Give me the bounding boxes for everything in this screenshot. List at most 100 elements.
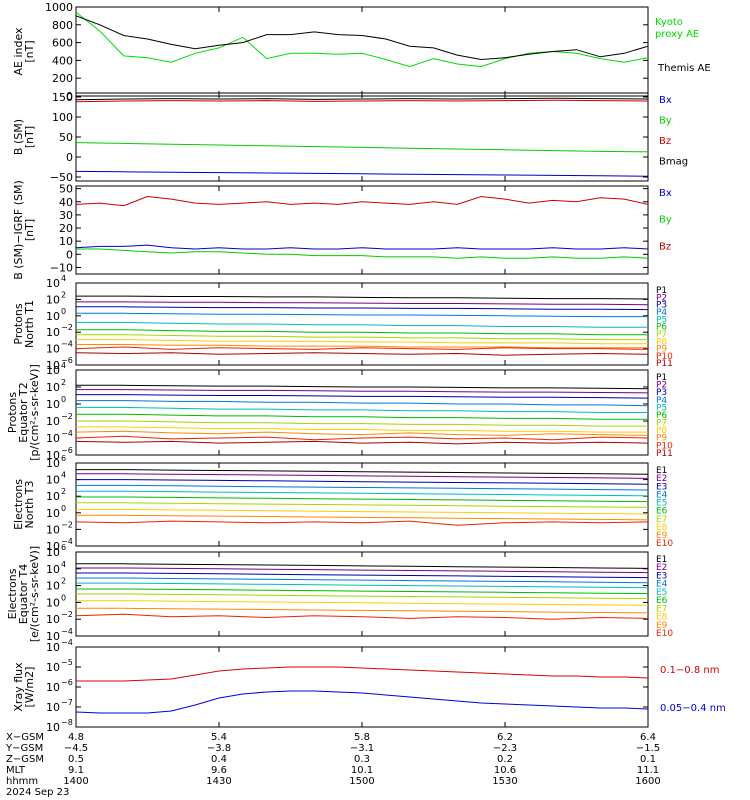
legend-label: E5	[656, 499, 667, 509]
legend-label: Bz	[659, 136, 671, 147]
legend-label: Kyoto	[655, 17, 683, 28]
ylabel-line: Electrons	[6, 568, 19, 619]
xaxis-value: 1400	[63, 776, 89, 787]
ylabel-line: Protons	[12, 303, 25, 344]
xaxis-value: 0.5	[68, 754, 84, 765]
legend-label: E2	[656, 563, 667, 573]
series-line-bmag	[76, 97, 648, 101]
ytick-exponent: 0	[61, 593, 66, 602]
xaxis-value: 6.2	[497, 732, 513, 743]
ylabel-line: North T1	[23, 300, 36, 348]
ytick-label: 20	[59, 222, 73, 235]
ytick-label: 10	[46, 630, 60, 643]
xaxis-value: 1600	[635, 776, 661, 787]
series-line-p3	[76, 394, 648, 399]
series-line-p11	[76, 352, 648, 356]
ytick-label: 10	[46, 343, 60, 356]
ytick-exponent: 2	[61, 290, 66, 299]
legend-label: P9	[656, 434, 667, 444]
legend-label: P8	[656, 426, 667, 436]
ytick-label: 10	[46, 721, 60, 734]
ytick-label: 10	[46, 359, 60, 372]
legend-label: Bx	[659, 95, 672, 106]
legend-label: E7	[656, 515, 667, 525]
plot-frame	[75, 92, 649, 182]
ylabel-line: [nT]	[23, 40, 36, 62]
series-line-0-1-0-8-nm	[76, 666, 648, 682]
ytick-label: 10	[46, 641, 60, 654]
legend-label: E10	[656, 539, 673, 549]
series-line-p4	[76, 312, 648, 318]
legend-label: Bmag	[659, 156, 688, 167]
ytick-exponent: 6	[61, 543, 66, 552]
series-line-p8	[76, 426, 648, 433]
series-line-e8	[76, 509, 648, 515]
series-line-p10	[76, 435, 648, 441]
series-line-e4	[76, 577, 648, 584]
series-line-e9	[76, 514, 648, 521]
ytick-label: 50	[59, 183, 73, 196]
ytick-exponent: −4	[61, 537, 73, 546]
xaxis-row-label: hhmm	[6, 776, 39, 787]
ytick-exponent: −6	[61, 678, 73, 687]
legend-label: E7	[656, 604, 667, 614]
legend-label: Themis AE	[657, 63, 711, 74]
legend-label: P4	[656, 396, 667, 406]
legend-label: E6	[656, 596, 668, 606]
ytick-exponent: 2	[61, 378, 66, 387]
ytick-exponent: 0	[61, 307, 66, 316]
series-line-p3	[76, 306, 648, 311]
legend-label: P2	[656, 381, 667, 391]
legend-label: E5	[656, 588, 667, 598]
date-label: 2024 Sep 23	[6, 787, 70, 798]
legend-label: E4	[656, 490, 668, 500]
xaxis-value: −1.5	[635, 743, 661, 754]
ylabel-line: B (SM)	[12, 119, 25, 155]
series-line-p1	[76, 295, 648, 300]
xaxis-value: 9.1	[68, 765, 84, 776]
series-line-e2	[76, 473, 648, 479]
series-line-themis-ae	[76, 15, 648, 61]
ytick-label: 10	[46, 546, 60, 559]
series-line-e4	[76, 484, 648, 491]
legend-label: E8	[656, 613, 668, 623]
series-line-p2	[76, 389, 648, 394]
xaxis-row-label: Z−GSM	[6, 754, 44, 765]
ylabel-line: Equator T4	[17, 564, 30, 624]
series-line-p10	[76, 346, 648, 350]
ytick-label: 10	[46, 326, 60, 339]
legend-label: By	[659, 215, 672, 226]
legend-label: E9	[656, 621, 668, 631]
ytick-exponent: −2	[61, 412, 73, 421]
series-line-e5	[76, 582, 648, 589]
legend-label: 0.05−0.4 nm	[660, 703, 726, 714]
legend-label: E1	[656, 555, 667, 565]
ytick-label: 10	[46, 507, 60, 520]
ytick-label: 10	[46, 701, 60, 714]
xaxis-value: 9.6	[211, 765, 227, 776]
legend-label: P4	[656, 308, 667, 318]
ytick-exponent: 4	[61, 471, 66, 480]
ytick-label: −50	[50, 171, 73, 184]
ytick-label: 10	[46, 310, 60, 323]
ylabel-line: Electrons	[12, 479, 25, 530]
series-line-e3	[76, 572, 648, 579]
legend-label: P11	[656, 359, 673, 369]
ylabel-line: North T3	[23, 481, 36, 529]
series-line-e9	[76, 607, 648, 614]
xaxis-row-xgsm: X−GSM 4.8 5.4 5.8 6.2 6.4	[0, 732, 750, 743]
legend-label: P11	[656, 449, 673, 459]
legend-label: P3	[656, 388, 667, 398]
legend-label: P1	[656, 373, 667, 383]
xaxis-row-label: X−GSM	[6, 732, 44, 743]
series-line-e1	[76, 563, 648, 569]
series-line-p4	[76, 400, 648, 407]
legend-label: P1	[656, 286, 667, 296]
legend-label: P7	[656, 330, 667, 340]
legend-label: P5	[656, 403, 667, 413]
ytick-label: 10	[46, 398, 60, 411]
